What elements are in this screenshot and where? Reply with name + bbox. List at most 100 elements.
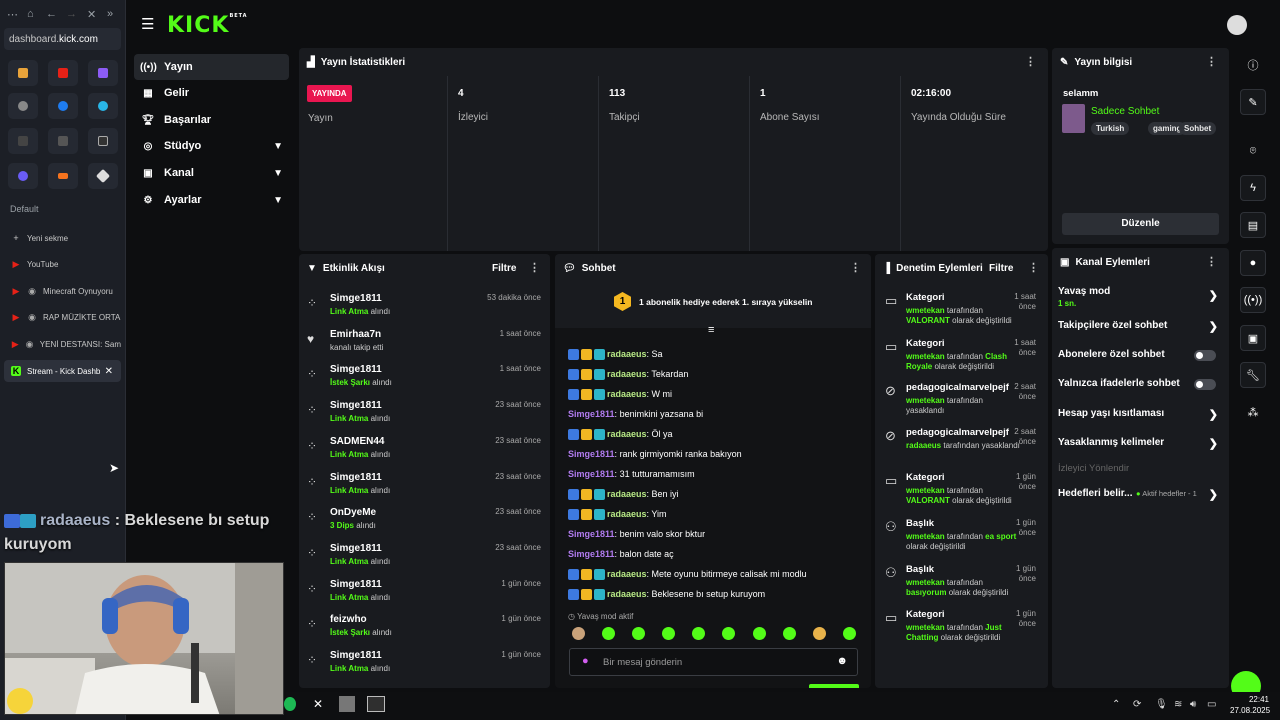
moderation-item[interactable]: ⊘ pedagogicalmarvelpejf 2 saat önce radaaeu… — [875, 424, 1045, 470]
emote-icon[interactable] — [692, 627, 705, 640]
pinned-twitch[interactable] — [88, 60, 118, 86]
pinned-soundcloud[interactable] — [48, 163, 78, 189]
chat-username[interactable]: Simge1811 — [568, 469, 615, 479]
info-icon[interactable]: ⓘ — [1247, 60, 1259, 72]
moderation-item[interactable]: ⊘ pedagogicalmarvelpejf 2 saat önce wmeteka… — [875, 379, 1045, 425]
pinned-site-4[interactable] — [8, 93, 38, 119]
nav-item-kanal[interactable]: ▣ Kanal ▼ — [134, 160, 289, 186]
pinned-site-5[interactable] — [48, 93, 78, 119]
forward-arrow-icon[interactable]: → — [66, 8, 77, 20]
chat-username[interactable]: radaaeus — [607, 509, 647, 519]
more-options-icon[interactable]: ⋮ — [1028, 262, 1039, 274]
emote-icon[interactable] — [572, 627, 585, 640]
emote-icon[interactable] — [813, 627, 826, 640]
filter-button[interactable]: Filtre — [989, 263, 1014, 274]
chat-message[interactable]: radaaeus: Mete oyunu bitirmeye calisak m… — [568, 569, 807, 581]
lightning-icon[interactable]: ϟ — [1240, 175, 1266, 201]
document-icon[interactable]: ▤ — [1240, 212, 1266, 238]
nav-item-yayin[interactable]: ((•)) Yayın — [134, 54, 289, 80]
pinned-gift-banner[interactable]: 1 1 abonelik hediye ederek 1. sıraya yük… — [555, 282, 871, 328]
chat-username[interactable]: Simge1811 — [568, 529, 615, 539]
chat-message[interactable]: radaaeus: Ben iyi — [568, 489, 679, 501]
goals-setting[interactable]: Hedefleri belir... ● Aktif hedefler - 1 ❯ — [1058, 488, 1222, 501]
more-options-icon[interactable]: ⋮ — [1206, 56, 1217, 68]
moderation-item[interactable]: ▭ Kategori 1 saat önce wmetekan tarafından … — [875, 289, 1045, 335]
moderation-item[interactable]: ▭ Kategori 1 saat önce wmetekan tarafından … — [875, 335, 1045, 381]
stop-icon[interactable]: ✕ — [87, 9, 97, 21]
collapse-icon[interactable]: » — [107, 8, 114, 20]
activity-item[interactable]: ⁘ feizwho İstek Şarkı alındı 1 gün önce — [299, 610, 549, 646]
send-button[interactable] — [809, 684, 859, 688]
wrench-icon[interactable]: 🔧︎ — [1240, 362, 1266, 388]
pinned-youtube[interactable] — [48, 60, 78, 86]
emotes-only-toggle[interactable] — [1194, 379, 1216, 390]
more-options-icon[interactable]: ⋮ — [850, 262, 861, 274]
more-options-icon[interactable]: ⋮ — [1206, 256, 1217, 268]
clock[interactable]: 22:41 27.08.2025 — [1230, 694, 1270, 716]
camera-icon[interactable]: ⌾ — [1249, 144, 1257, 157]
chat-username[interactable]: Simge1811 — [568, 409, 615, 419]
emote-icon[interactable] — [722, 627, 735, 640]
chat-username[interactable]: radaaeus — [607, 429, 647, 439]
chat-icon[interactable]: ● — [1240, 250, 1266, 276]
activity-item[interactable]: ♥ Emirhaa7n kanalı takip etti 1 saat önce — [299, 325, 549, 361]
chat-username[interactable]: radaaeus — [607, 489, 647, 499]
emote-icon[interactable] — [783, 627, 796, 640]
activity-item[interactable]: ⁘ Simge1811 Link Atma alındı 53 dakika önce — [299, 289, 549, 325]
tab-youtube[interactable]: ▶ YouTube — [4, 253, 121, 275]
emote-icon[interactable] — [753, 627, 766, 640]
community-icon[interactable]: ⁂ — [1247, 406, 1259, 419]
moderation-item[interactable]: ▭ Kategori 1 gün önce wmetekan tarafından V… — [875, 469, 1045, 515]
pinned-site-7[interactable] — [8, 128, 38, 154]
nav-item-ayarlar[interactable]: ⚙ Ayarlar ▼ — [134, 187, 289, 213]
chat-username[interactable]: radaaeus — [607, 369, 647, 379]
emote-icon[interactable] — [632, 627, 645, 640]
nav-item-studyo[interactable]: ◎ Stüdyo ▼ — [134, 133, 289, 159]
activity-item[interactable]: ⁘ Simge1811 Link Atma alındı 1 gün önce — [299, 575, 549, 611]
moderation-item[interactable]: ⚇ Başlık 1 gün önce wmetekan tarafından ea … — [875, 515, 1045, 561]
microphone-icon[interactable]: ● — [582, 655, 589, 667]
chat-username[interactable]: radaaeus — [607, 569, 647, 579]
emote-icon[interactable] — [843, 627, 856, 640]
menu-dots-icon[interactable]: ⋯ — [7, 9, 18, 21]
avatar[interactable] — [1227, 15, 1247, 35]
pinned-site-12[interactable] — [88, 163, 118, 189]
tab-new[interactable]: + Yeni sekme — [4, 227, 121, 249]
edit-button[interactable]: Düzenle — [1062, 213, 1219, 235]
home-icon[interactable]: ⌂ — [27, 8, 34, 20]
activity-item[interactable]: ⁘ Simge1811 Link Atma alındı 1 gün önce — [299, 646, 549, 682]
tab-minecraft[interactable]: ▶ ◉ Minecraft Oynuyoru — [4, 280, 121, 302]
nav-item-gelir[interactable]: ▦ Gelir — [134, 80, 289, 106]
moderation-item[interactable]: ⚇ Başlık 1 gün önce wmetekan tarafından bas… — [875, 561, 1045, 607]
chat-message[interactable]: Simge1811: rank girmiyomki ranka bakıyon — [568, 449, 742, 459]
activity-item[interactable]: ⁘ OnDyeMe 3 Dips alındı 23 saat önce — [299, 503, 549, 539]
tab-rap[interactable]: ▶ ◉ RAP MÜZİKTE ORTA — [4, 306, 121, 328]
chat-message[interactable]: Simge1811: benim valo skor bktur — [568, 529, 705, 539]
moderation-item[interactable]: ▭ Kategori 1 gün önce wmetekan tarafından J… — [875, 606, 1045, 652]
pinned-site-1[interactable] — [8, 60, 38, 86]
activity-item[interactable]: ⁘ SADMEN44 Link Atma alındı 23 saat önce — [299, 432, 549, 468]
activity-item[interactable]: ⁘ Simge1811 Link Atma alındı 23 saat önce — [299, 396, 549, 432]
broadcast-icon[interactable]: ((•)) — [1240, 287, 1266, 313]
chat-message[interactable]: Simge1811: benimkini yazsana bi — [568, 409, 703, 419]
back-arrow-icon[interactable]: ← — [46, 8, 57, 20]
emote-icon[interactable] — [602, 627, 615, 640]
chat-message[interactable]: radaaeus: Tekardan — [568, 369, 688, 381]
scroll-filter-icon[interactable]: ≡ — [708, 324, 715, 336]
battery-icon[interactable]: ▭ — [1207, 699, 1217, 710]
taskbar-app-icon[interactable] — [339, 696, 355, 712]
hamburger-menu-icon[interactable]: ☰ — [141, 16, 155, 33]
chat-message[interactable]: radaaeus: Beklesene bı setup kuruyom — [568, 589, 765, 601]
pinned-site-6[interactable] — [88, 93, 118, 119]
layout-icon[interactable]: ▣ — [1240, 325, 1266, 351]
banned-words-setting[interactable]: Yasaklanmış kelimeler ❯ — [1058, 437, 1222, 450]
chat-input[interactable]: ● Bir mesaj gönderin ☻ — [569, 648, 858, 676]
chat-username[interactable]: radaaeus — [607, 389, 647, 399]
pinned-site-10[interactable] — [8, 163, 38, 189]
edit-icon[interactable]: ✎ — [1240, 89, 1266, 115]
tray-chevron-icon[interactable]: ⌃ — [1112, 699, 1121, 710]
chat-username[interactable]: Simge1811 — [568, 449, 615, 459]
emoji-picker-icon[interactable]: ☻ — [836, 655, 848, 667]
kick-logo[interactable]: KICKBETA — [167, 13, 248, 38]
emote-icon[interactable] — [662, 627, 675, 640]
